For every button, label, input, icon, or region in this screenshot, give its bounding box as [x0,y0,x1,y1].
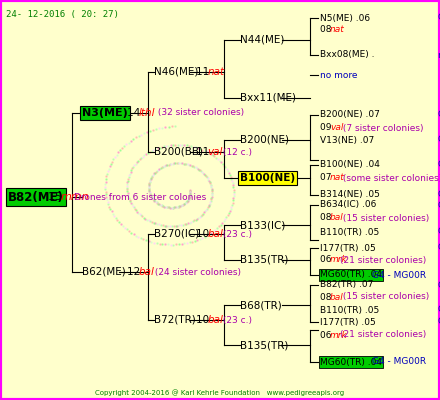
Text: B634(IC) .06: B634(IC) .06 [320,200,376,210]
Text: 24- 12-2016 ( 20: 27): 24- 12-2016 ( 20: 27) [6,10,119,19]
Text: N5(ME) .06: N5(ME) .06 [320,14,370,22]
Text: val: val [208,147,223,157]
Text: bal: bal [330,214,344,222]
Text: B314(NE) .05: B314(NE) .05 [320,190,380,200]
Text: no more: no more [320,70,357,80]
Text: (23 c.): (23 c.) [220,316,253,324]
Text: B133(IC): B133(IC) [240,220,286,230]
Text: N46(ME): N46(ME) [154,67,198,77]
Text: 11: 11 [196,147,213,157]
Text: 11: 11 [196,67,213,77]
Text: N44(ME): N44(ME) [240,35,284,45]
Text: 09: 09 [320,124,334,132]
Text: 10: 10 [196,315,213,325]
Text: 06: 06 [320,330,334,340]
Text: (7 sister colonies): (7 sister colonies) [340,124,423,132]
Text: B135(TR): B135(TR) [240,340,288,350]
Text: Copyright 2004-2016 @ Karl Kehrle Foundation   www.pedigreeapis.org: Copyright 2004-2016 @ Karl Kehrle Founda… [95,389,345,396]
Text: Bxx08(ME) .: Bxx08(ME) . [320,50,374,60]
Text: B270(IC): B270(IC) [154,229,199,239]
Text: B82(TR) .07: B82(TR) .07 [320,280,374,290]
Text: mrk: mrk [330,330,348,340]
Text: (21 sister colonies): (21 sister colonies) [340,256,426,264]
Text: 15: 15 [48,192,66,202]
Text: (15 sister colonies): (15 sister colonies) [340,292,429,302]
Text: B72(TR): B72(TR) [154,315,196,325]
Text: MG60(TR) .04: MG60(TR) .04 [320,270,382,280]
Text: (23 c.): (23 c.) [220,230,253,238]
Text: N3(ME): N3(ME) [82,108,128,118]
Text: nat: nat [330,174,345,182]
Text: (some sister colonies): (some sister colonies) [340,174,440,182]
Text: G3 - B200(NE): G3 - B200(NE) [438,110,440,120]
Text: G4 - MG00R: G4 - MG00R [372,358,426,366]
Text: G7 - Takab93aR: G7 - Takab93aR [438,318,440,326]
Text: (12 c.): (12 c.) [220,148,253,156]
Text: Drones from 6 sister colonies: Drones from 6 sister colonies [74,192,206,202]
Text: G5 - MG00R: G5 - MG00R [438,306,440,314]
Text: nat: nat [208,67,225,77]
Text: B82(ME): B82(ME) [8,190,64,204]
Text: I177(TR) .05: I177(TR) .05 [320,318,376,326]
Text: Bxx11(ME): Bxx11(ME) [240,93,296,103]
Text: G2 - Buckfast: G2 - Buckfast [438,14,440,22]
Text: V13(NE) .07: V13(NE) .07 [320,136,374,144]
Text: (15 sister colonies): (15 sister colonies) [340,214,429,222]
Text: 07: 07 [320,174,334,182]
Text: B68(TR): B68(TR) [240,300,282,310]
Text: 08: 08 [320,292,334,302]
Text: G7 - Takab93aR: G7 - Takab93aR [438,244,440,252]
Text: B135(TR): B135(TR) [240,255,288,265]
Text: 06: 06 [320,256,334,264]
Text: B200(NE) .07: B200(NE) .07 [320,110,380,120]
Text: mmn: mmn [60,192,89,202]
Text: mrk: mrk [330,256,348,264]
Text: 08: 08 [320,26,334,34]
Text: B200(BB): B200(BB) [154,147,203,157]
Text: B110(TR) .05: B110(TR) .05 [320,228,379,236]
Text: MG60(TR) .04: MG60(TR) .04 [320,358,382,366]
Text: G17 - AthosSt80R: G17 - AthosSt80R [438,136,440,144]
Text: G5 - MG00R: G5 - MG00R [438,228,440,236]
Text: G4 - MG00R: G4 - MG00R [372,270,426,280]
Text: G9 - NO6294R: G9 - NO6294R [438,280,440,290]
Text: bal: bal [330,292,344,302]
Text: bal: bal [208,315,224,325]
Text: B100(NE): B100(NE) [240,173,295,183]
Text: no more: no more [438,50,440,60]
Text: bal: bal [139,267,154,277]
Text: 14: 14 [127,108,143,118]
Text: (24 sister colonies): (24 sister colonies) [151,268,241,276]
Text: bal: bal [208,229,224,239]
Text: G22 - Sinop62R: G22 - Sinop62R [438,200,440,210]
Text: G1 - B100(NE): G1 - B100(NE) [438,160,440,170]
Text: 08: 08 [320,214,334,222]
Text: B200(NE): B200(NE) [240,135,289,145]
Text: (32 sister colonies): (32 sister colonies) [155,108,244,118]
Text: B110(TR) .05: B110(TR) .05 [320,306,379,314]
Text: I177(TR) .05: I177(TR) .05 [320,244,376,252]
Text: B100(NE) .04: B100(NE) .04 [320,160,380,170]
Text: nat: nat [330,26,345,34]
Text: (21 sister colonies): (21 sister colonies) [340,330,426,340]
Text: 12: 12 [127,267,143,277]
Text: lthl: lthl [139,108,155,118]
Text: 10: 10 [196,229,213,239]
Text: val: val [330,124,344,132]
Text: B62(ME): B62(ME) [82,267,126,277]
Text: G1 - B314(NE): G1 - B314(NE) [438,190,440,200]
